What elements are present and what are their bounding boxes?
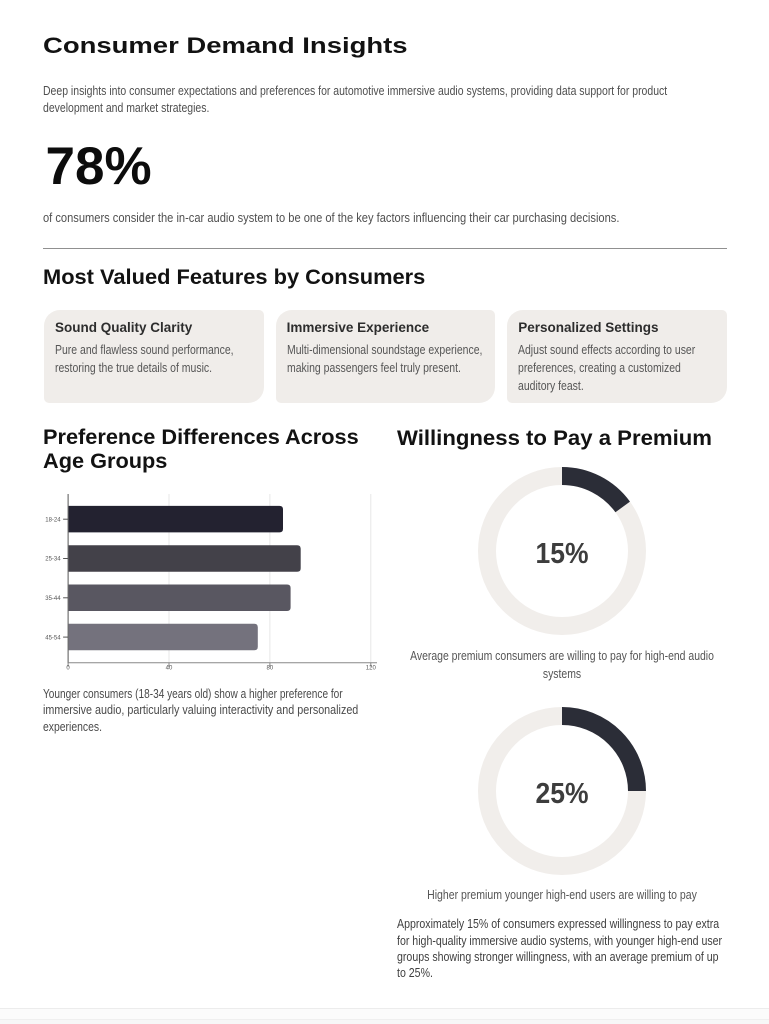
- svg-text:0: 0: [66, 665, 70, 671]
- svg-text:25%: 25%: [535, 778, 588, 810]
- svg-text:40: 40: [166, 665, 173, 671]
- svg-text:120: 120: [366, 665, 377, 671]
- svg-text:18-24: 18-24: [45, 517, 61, 523]
- svg-text:80: 80: [267, 665, 274, 671]
- svg-text:45-54: 45-54: [45, 635, 61, 641]
- svg-text:15%: 15%: [535, 538, 588, 570]
- svg-text:35-44: 35-44: [45, 596, 61, 602]
- svg-text:25-34: 25-34: [45, 556, 61, 562]
